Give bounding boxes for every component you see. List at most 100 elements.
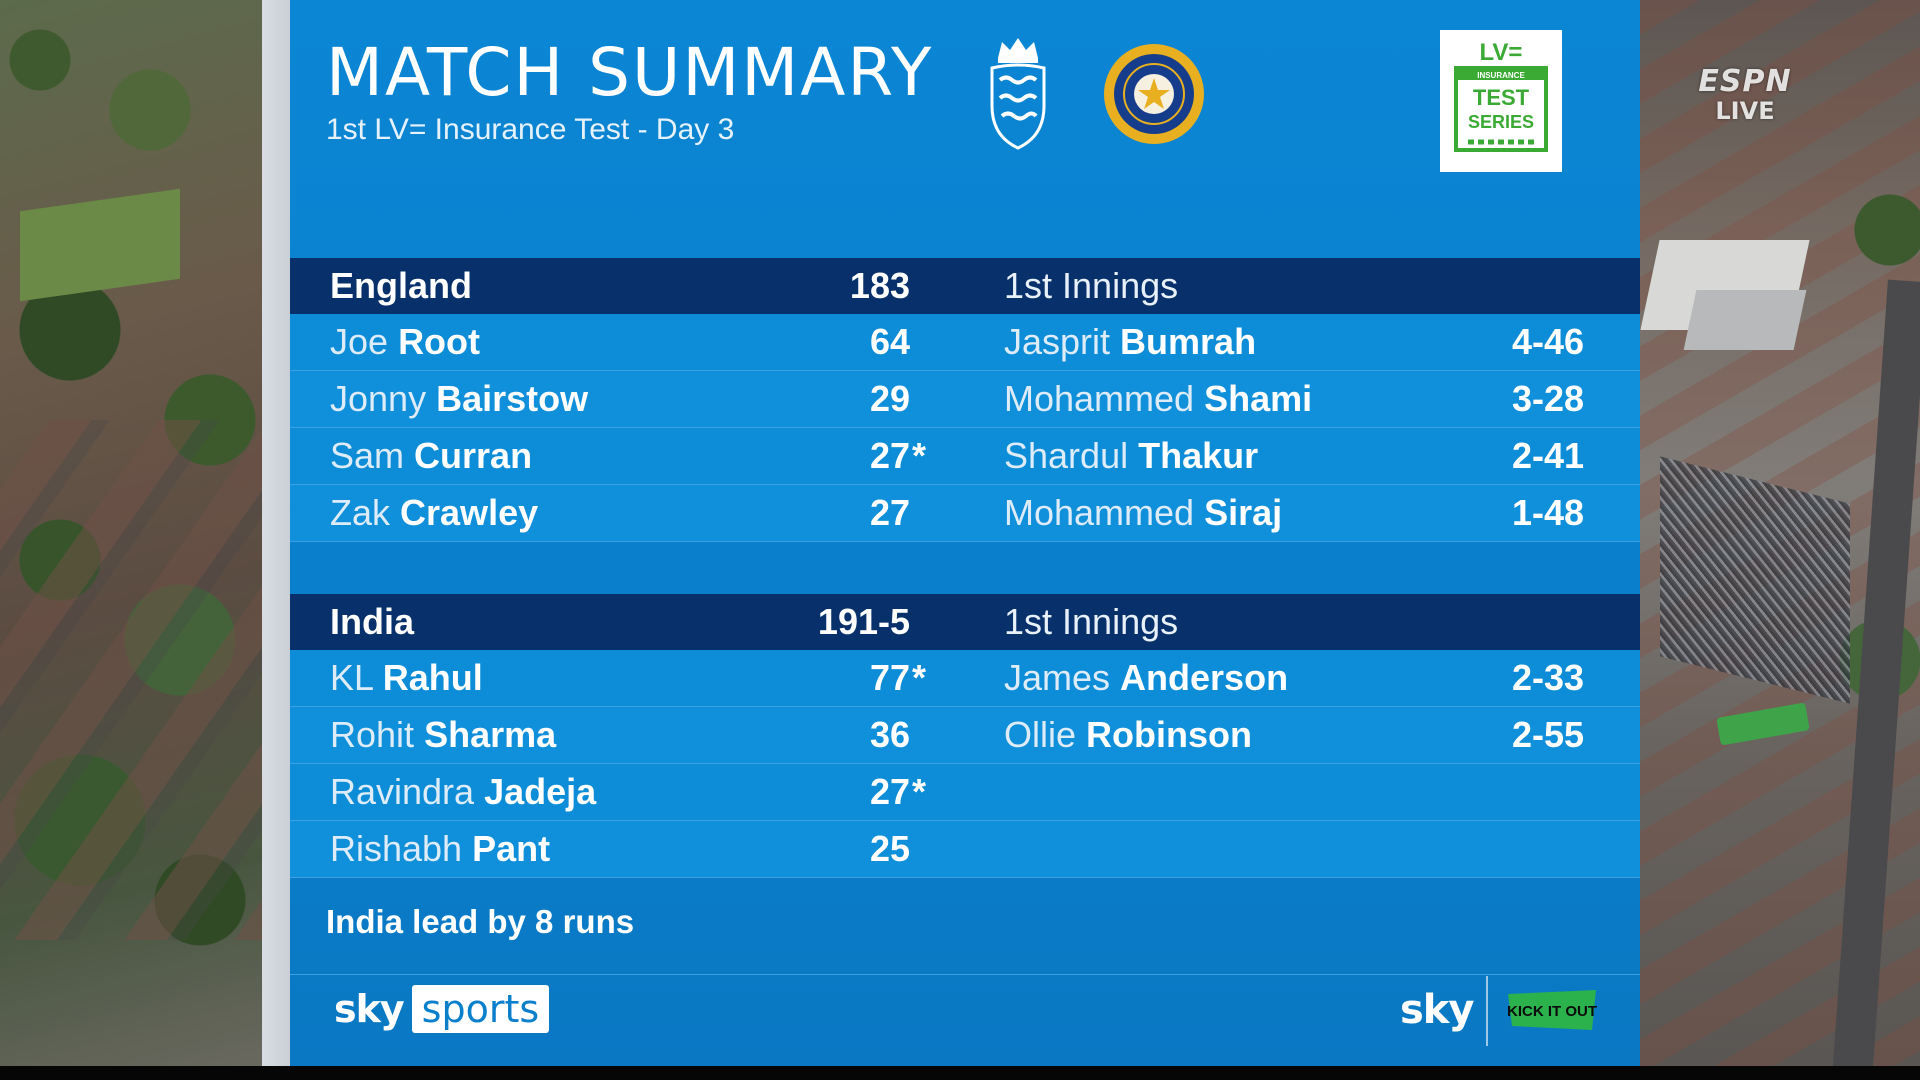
batter-name: Joe Root [330, 314, 480, 370]
batter-last-name: Bairstow [436, 378, 589, 419]
table-row: Joe Root 64 Jasprit Bumrah 4-46 [290, 314, 1640, 371]
batter-first-name: Jonny [330, 378, 427, 419]
table-row: Sam Curran 27 * Shardul Thakur 2-41 [290, 428, 1640, 485]
panel-edge [262, 0, 290, 1066]
match-summary-panel: MATCH SUMMARY 1st LV= Insurance Test - D… [290, 0, 1640, 1066]
batter-runs: 36 [869, 714, 910, 755]
table-row: KL Rahul 77 * James Anderson 2-33 [290, 650, 1640, 707]
innings-header-row: India 191-5 1st Innings [290, 594, 1640, 650]
batter-name: Jonny Bairstow [330, 371, 588, 427]
innings-header-row: England 183 1st Innings [290, 258, 1640, 314]
bowler-name: Mohammed Siraj [1004, 485, 1282, 541]
batter-first-name: Ravindra [330, 771, 475, 812]
sports-wordmark: sports [411, 985, 550, 1033]
espn-live-bug: ESPN LIVE [1690, 64, 1800, 125]
batter-first-name: Sam [330, 435, 405, 476]
kick-it-out-text: KICK IT OUT [1507, 1003, 1597, 1020]
lead-summary: India lead by 8 runs [326, 903, 635, 940]
batter-last-name: Rahul [382, 657, 483, 698]
logo-divider [1486, 976, 1488, 1046]
page-subtitle: 1st LV= Insurance Test - Day 3 [326, 113, 735, 146]
bowling-figures: 2-55 [1511, 714, 1584, 755]
batter-runs: 25 [869, 828, 910, 869]
bowling-figures: 3-28 [1511, 378, 1584, 419]
england-innings-table: England 183 1st Innings Joe Root 64 Jasp… [290, 258, 1640, 542]
espn-logo: ESPN [1698, 64, 1792, 99]
sky-sports-logo: sky sports [334, 982, 550, 1036]
not-out-marker: * [912, 771, 927, 812]
batter-last-name: Crawley [400, 492, 539, 533]
bowler-first-name: Mohammed [1004, 378, 1195, 419]
bottom-letterbox [0, 1066, 1920, 1080]
sky-logo: sky [1400, 987, 1474, 1033]
live-label: LIVE [1715, 97, 1775, 125]
batter-runs: 77 [869, 657, 910, 698]
bowler-name: Shardul Thakur [1004, 428, 1258, 484]
bowler-first-name: Shardul [1004, 435, 1129, 476]
innings-label: 1st Innings [1004, 265, 1179, 306]
bowler-first-name: Jasprit [1004, 321, 1111, 362]
table-row: Zak Crawley 27 Mohammed Siraj 1-48 [290, 485, 1640, 542]
batter-first-name: KL [330, 657, 373, 698]
bowler-last-name: Siraj [1204, 492, 1283, 533]
bowler-name: Mohammed Shami [1004, 371, 1312, 427]
batter-last-name: Sharma [424, 714, 557, 755]
stadium-stand [1683, 290, 1807, 350]
bowler-last-name: Bumrah [1120, 321, 1257, 362]
batter-runs: 27 [869, 492, 910, 533]
bowling-figures: 1-48 [1511, 492, 1584, 533]
footer-divider [290, 974, 1640, 975]
lv-logo-line: TEST [1473, 85, 1530, 110]
bowling-figures: 2-41 [1511, 435, 1584, 476]
lv-logo-line: SERIES [1468, 112, 1534, 132]
not-out-marker: * [912, 657, 927, 698]
lv-test-series-icon: LV= INSURANCE TEST SERIES [1454, 39, 1548, 152]
sky-wordmark: sky [334, 987, 405, 1031]
bowler-first-name: Mohammed [1004, 492, 1195, 533]
batter-runs: 27 [869, 771, 910, 812]
batter-name: Ravindra Jadeja [330, 764, 596, 820]
india-crest-icon [1104, 44, 1204, 144]
india-innings-table: India 191-5 1st Innings KL Rahul 77 * Ja… [290, 594, 1640, 878]
bowling-figures: 2-33 [1511, 657, 1584, 698]
team-name: India [330, 601, 415, 642]
aerial-rooftops [0, 420, 290, 940]
batter-last-name: Jadeja [484, 771, 597, 812]
bowler-last-name: Thakur [1138, 435, 1259, 476]
lv-logo-line: LV= [1480, 39, 1523, 66]
batter-last-name: Root [398, 321, 481, 362]
table-row: Jonny Bairstow 29 Mohammed Shami 3-28 [290, 371, 1640, 428]
bowling-figures: 4-46 [1511, 321, 1584, 362]
england-crest-icon [990, 38, 1046, 150]
batter-name: Rohit Sharma [330, 707, 556, 763]
bowler-last-name: Anderson [1120, 657, 1289, 698]
batter-first-name: Rohit [330, 714, 415, 755]
team-total: 183 [849, 265, 910, 306]
page-title: MATCH SUMMARY [326, 34, 934, 111]
team-total: 191-5 [817, 601, 910, 642]
table-row: Rohit Sharma 36 Ollie Robinson 2-55 [290, 707, 1640, 764]
batter-last-name: Curran [414, 435, 533, 476]
batter-name: Sam Curran [330, 428, 532, 484]
batter-first-name: Rishabh [330, 828, 463, 869]
lv-logo-line: INSURANCE [1477, 71, 1525, 80]
bowler-name: Jasprit Bumrah [1004, 314, 1256, 370]
bowler-name: Ollie Robinson [1004, 707, 1252, 763]
batter-name: KL Rahul [330, 650, 483, 706]
batter-last-name: Pant [472, 828, 551, 869]
bowler-first-name: James [1004, 657, 1111, 698]
table-row: Ravindra Jadeja 27 * [290, 764, 1640, 821]
batter-first-name: Zak [330, 492, 391, 533]
team-name: England [330, 265, 472, 306]
kick-it-out-logo: KICK IT OUT [1507, 990, 1597, 1030]
bowler-first-name: Ollie [1004, 714, 1077, 755]
batter-runs: 64 [869, 321, 910, 362]
batter-name: Rishabh Pant [330, 821, 550, 877]
batter-runs: 27 [869, 435, 910, 476]
batter-first-name: Joe [330, 321, 389, 362]
not-out-marker: * [912, 435, 927, 476]
bowler-last-name: Robinson [1086, 714, 1253, 755]
bowler-last-name: Shami [1204, 378, 1313, 419]
innings-label: 1st Innings [1004, 601, 1179, 642]
